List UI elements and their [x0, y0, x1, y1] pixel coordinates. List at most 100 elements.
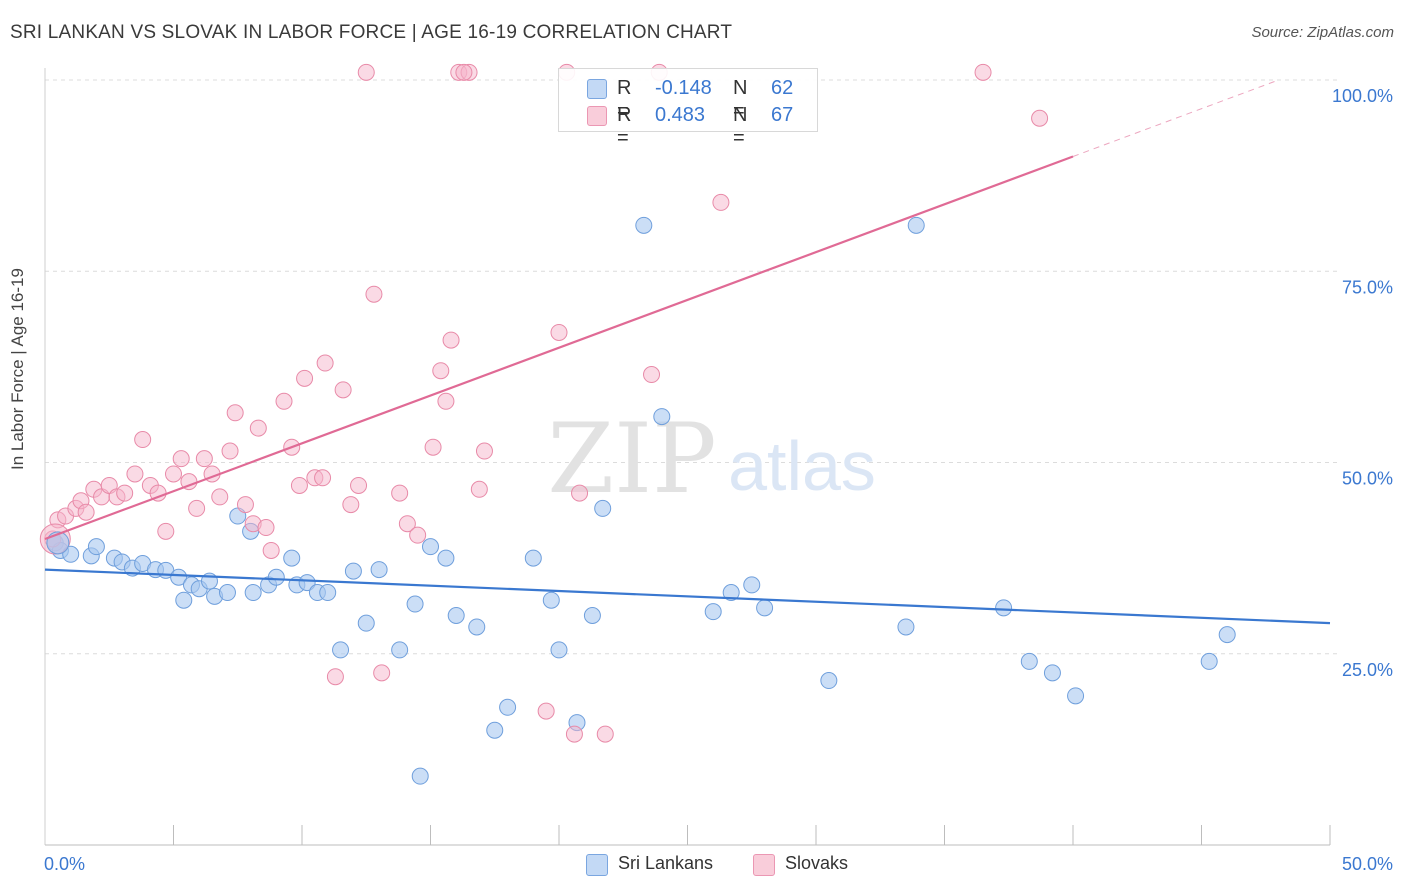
watermark-atlas: atlas [728, 427, 876, 505]
point-slovaks [157, 522, 175, 540]
point-sri-lankans [447, 607, 465, 624]
legend-label-sri-lankans: Sri Lankans [618, 853, 714, 873]
point-sri-lankans [583, 607, 601, 624]
point-sri-lankans [897, 618, 915, 636]
trend-lines [44, 79, 1331, 625]
point-slovaks [398, 515, 416, 533]
point-slovaks [455, 63, 473, 81]
point-slovaks [326, 668, 344, 686]
point-sri-lankans [344, 562, 362, 580]
point-sri-lankans [756, 599, 774, 617]
trend-extension-slovaks [1072, 79, 1279, 157]
correlation-stats-box: R = -0.148 N = 62 R = 0.483 N = 67 [558, 68, 818, 149]
y-tick-label: 50.0% [1342, 469, 1393, 489]
point-slovaks [442, 331, 460, 349]
point-slovaks [296, 369, 314, 387]
point-slovaks [409, 526, 427, 544]
point-sri-lankans [298, 574, 316, 592]
point-sri-lankans [499, 698, 517, 716]
point-slovaks [1031, 109, 1049, 127]
point-sri-lankans [218, 584, 236, 602]
y-tick-label: 75.0% [1342, 277, 1393, 297]
legend-swatch-slovaks [753, 854, 775, 876]
point-slovaks [974, 63, 992, 81]
point-slovaks [262, 541, 280, 559]
chart-title: SRI LANKAN VS SLOVAK IN LABOR FORCE | AG… [10, 22, 733, 43]
source-credit: Source: ZipAtlas.com [1251, 24, 1394, 41]
point-slovaks [221, 442, 239, 460]
stats-n-value: 67 [771, 104, 794, 126]
point-slovaks [334, 381, 352, 399]
point-sri-lankans [995, 599, 1013, 617]
tick-labels: 25.0% 50.0% 75.0% 100.0% 0.0% 50.0% [44, 86, 1393, 874]
point-sri-lankans [267, 568, 285, 586]
point-slovaks [290, 476, 308, 494]
point-sri-lankans [486, 721, 504, 739]
point-sri-lankans [907, 216, 925, 234]
stats-r-label: R = [617, 104, 632, 149]
point-slovaks [257, 519, 275, 537]
point-slovaks [475, 442, 493, 460]
point-slovaks [275, 392, 293, 410]
point-slovaks [211, 488, 229, 506]
point-sri-lankans [422, 538, 439, 556]
point-sri-lankans [1067, 687, 1085, 705]
point-sri-lankans [550, 641, 568, 659]
point-sri-lankans [62, 545, 80, 563]
point-sri-lankans [406, 595, 424, 613]
point-sri-lankans [468, 618, 486, 636]
point-slovaks [537, 702, 555, 720]
point-slovaks [437, 392, 455, 410]
point-slovaks [314, 469, 332, 487]
point-slovaks [424, 438, 442, 456]
point-slovaks [172, 450, 190, 468]
point-sri-lankans [332, 641, 350, 659]
point-sri-lankans [283, 549, 301, 567]
point-slovaks [470, 480, 488, 498]
point-sri-lankans [1020, 652, 1038, 670]
grid-lines [45, 79, 1340, 655]
axes [44, 68, 1331, 846]
point-slovaks [712, 193, 730, 211]
point-slovaks [342, 496, 360, 514]
point-sri-lankans [391, 641, 409, 659]
point-slovaks [643, 366, 661, 384]
point-slovaks [571, 484, 589, 502]
point-sri-lankans [175, 591, 193, 609]
point-sri-lankans [524, 549, 542, 567]
y-tick-label: 25.0% [1342, 660, 1393, 680]
point-slovaks [550, 323, 568, 341]
point-sri-lankans [170, 568, 188, 586]
point-sri-lankans [370, 561, 388, 579]
point-slovaks [565, 725, 583, 743]
stats-r-label: R = [617, 77, 632, 122]
stats-r-value: 0.483 [655, 104, 706, 126]
point-sri-lankans [722, 584, 740, 602]
legend: Sri Lankans Slovaks [0, 852, 1406, 878]
point-sri-lankans [542, 591, 560, 609]
point-sri-lankans [704, 603, 722, 621]
point-slovaks [373, 664, 391, 682]
point-slovaks [226, 404, 244, 422]
point-slovaks [236, 496, 254, 514]
point-slovaks [188, 499, 206, 517]
stats-n-value: 62 [771, 77, 794, 99]
data-points [39, 63, 1236, 785]
point-sri-lankans [244, 584, 262, 602]
point-slovaks [195, 450, 213, 468]
point-slovaks [126, 465, 144, 483]
trend-line-sri-lankans [44, 568, 1331, 625]
point-sri-lankans [319, 584, 337, 602]
point-sri-lankans [594, 499, 612, 517]
point-sri-lankans [743, 576, 761, 594]
point-slovaks [596, 725, 614, 743]
point-slovaks [391, 484, 409, 502]
x-tick-label: 50.0% [1342, 854, 1393, 874]
point-sri-lankans [437, 549, 455, 567]
point-slovaks [316, 354, 334, 372]
y-axis-label: In Labor Force | Age 16-19 [8, 268, 27, 470]
point-slovaks [116, 484, 134, 502]
point-slovaks [432, 362, 450, 380]
x-tick-label: 0.0% [44, 854, 85, 874]
